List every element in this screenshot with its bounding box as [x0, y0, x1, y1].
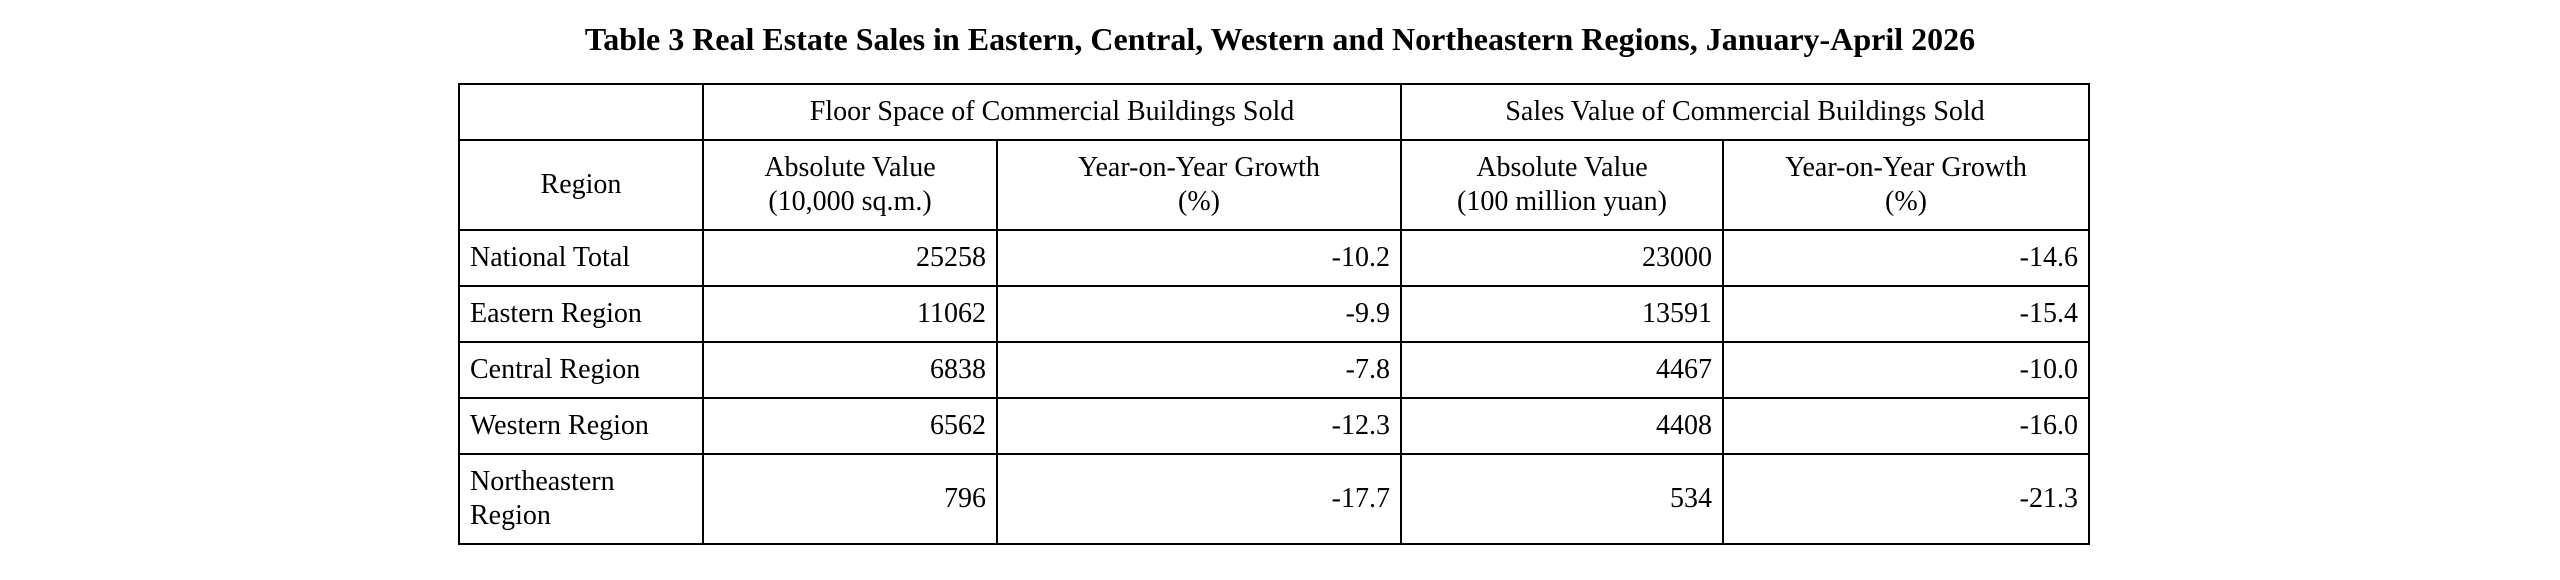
header-empty-cell	[458, 83, 704, 141]
region-cell: Central Region	[458, 341, 704, 399]
region-cell: Western Region	[458, 397, 704, 455]
floor-yoy-cell: -9.9	[996, 285, 1402, 343]
region-header: Region	[458, 139, 704, 231]
sales-yoy-cell: -21.3	[1722, 453, 2090, 545]
sales-absolute-header: Absolute Value (100 million yuan)	[1400, 139, 1724, 231]
sales-absolute-cell: 23000	[1400, 229, 1724, 287]
region-cell-line2: Region	[470, 500, 551, 531]
region-cell-line1: Northeastern	[470, 466, 615, 497]
region-cell: Eastern Region	[458, 285, 704, 343]
floor-yoy-header-unit: (%)	[1178, 186, 1220, 217]
floor-absolute-cell: 25258	[702, 229, 998, 287]
real-estate-sales-table: Floor Space of Commercial Buildings Sold…	[458, 83, 2090, 545]
floor-yoy-header-line1: Year-on-Year Growth	[1078, 152, 1320, 183]
region-cell: Northeastern Region	[458, 453, 704, 545]
floor-absolute-header-line1: Absolute Value	[764, 152, 936, 183]
floor-yoy-cell: -7.8	[996, 341, 1402, 399]
region-cell: National Total	[458, 229, 704, 287]
table-row: Western Region 6562 -12.3 4408 -16.0	[458, 397, 2090, 455]
floor-absolute-cell: 11062	[702, 285, 998, 343]
floor-space-group-header: Floor Space of Commercial Buildings Sold	[702, 83, 1402, 141]
sales-yoy-header-unit: (%)	[1885, 186, 1927, 217]
sales-yoy-cell: -15.4	[1722, 285, 2090, 343]
floor-absolute-header: Absolute Value (10,000 sq.m.)	[702, 139, 998, 231]
floor-absolute-header-unit: (10,000 sq.m.)	[768, 186, 932, 217]
sales-yoy-cell: -16.0	[1722, 397, 2090, 455]
header-row-columns: Region Absolute Value (10,000 sq.m.) Yea…	[458, 139, 2090, 231]
sales-absolute-header-unit: (100 million yuan)	[1457, 186, 1667, 217]
sales-absolute-header-line1: Absolute Value	[1476, 152, 1648, 183]
floor-absolute-cell: 6838	[702, 341, 998, 399]
table-row: Central Region 6838 -7.8 4467 -10.0	[458, 341, 2090, 399]
sales-absolute-cell: 534	[1400, 453, 1724, 545]
sales-yoy-cell: -10.0	[1722, 341, 2090, 399]
floor-absolute-cell: 6562	[702, 397, 998, 455]
floor-yoy-cell: -17.7	[996, 453, 1402, 545]
table-title: Table 3 Real Estate Sales in Eastern, Ce…	[584, 21, 1976, 57]
floor-yoy-cell: -12.3	[996, 397, 1402, 455]
sales-absolute-cell: 4408	[1400, 397, 1724, 455]
floor-yoy-cell: -10.2	[996, 229, 1402, 287]
floor-yoy-header: Year-on-Year Growth (%)	[996, 139, 1402, 231]
sales-value-group-header: Sales Value of Commercial Buildings Sold	[1400, 83, 2090, 141]
sales-yoy-header-line1: Year-on-Year Growth	[1785, 152, 2027, 183]
table-row: National Total 25258 -10.2 23000 -14.6	[458, 229, 2090, 287]
table-row: Northeastern Region 796 -17.7 534 -21.3	[458, 453, 2090, 545]
sales-absolute-cell: 13591	[1400, 285, 1724, 343]
sales-absolute-cell: 4467	[1400, 341, 1724, 399]
header-row-groups: Floor Space of Commercial Buildings Sold…	[458, 83, 2090, 141]
floor-absolute-cell: 796	[702, 453, 998, 545]
sales-yoy-header: Year-on-Year Growth (%)	[1722, 139, 2090, 231]
sales-yoy-cell: -14.6	[1722, 229, 2090, 287]
table-row: Eastern Region 11062 -9.9 13591 -15.4	[458, 285, 2090, 343]
